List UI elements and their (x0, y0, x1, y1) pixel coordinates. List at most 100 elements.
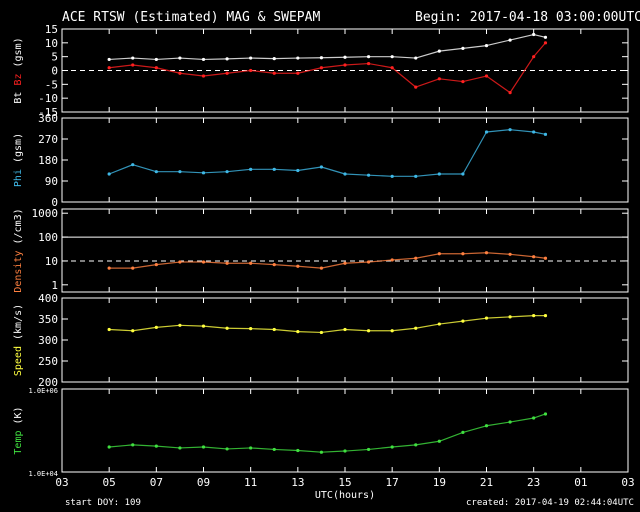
phi-segment (462, 131, 488, 175)
speed-segment (274, 328, 298, 333)
bt-segment (415, 50, 440, 59)
density-segment (156, 261, 180, 266)
temp-segment (533, 413, 546, 419)
density-segment (415, 253, 440, 259)
speed-segment (439, 320, 463, 325)
phi-segment (227, 168, 251, 173)
bz-segment (439, 78, 463, 83)
bz-segment (368, 62, 393, 69)
y-axis-label-part: Temp (13, 431, 24, 455)
x-tick-label: 01 (574, 476, 587, 489)
bz-segment (462, 75, 487, 83)
y-axis-label-part: (gsm) (13, 133, 24, 169)
density-segment (274, 264, 298, 267)
y-axis-label-density: Density (/cm3) (13, 208, 24, 292)
x-tick-label: 19 (433, 476, 446, 489)
start-doy: start DOY: 109 (65, 498, 141, 508)
x-tick-label: 03 (55, 476, 68, 489)
bt-segment (274, 57, 298, 60)
y-tick-label-speed: 200 (38, 376, 58, 389)
temp-segment (462, 425, 487, 433)
y-tick-label-density: 100 (38, 231, 58, 244)
temp-segment (179, 446, 204, 449)
speed-segment (203, 325, 228, 329)
speed-segment (462, 317, 487, 322)
bt-segment (392, 56, 416, 59)
phi-segment (415, 173, 440, 177)
y-tick-label-speed: 250 (38, 355, 58, 368)
phi-segment (274, 168, 298, 172)
temp-segment (297, 449, 322, 453)
y-axis-label-speed: Speed (km/s) (13, 304, 24, 376)
panel-frame-phi (61, 117, 629, 203)
temp-segment (344, 448, 369, 452)
bz-segment (321, 64, 346, 69)
y-tick-label-density: 10 (45, 255, 58, 268)
x-tick-label: 23 (527, 476, 540, 489)
bz-segment (132, 64, 157, 69)
bt-segment (509, 33, 534, 41)
begin-time: Begin: 2017-04-18 03:00:00UTC (415, 10, 640, 25)
bz-segment (109, 64, 133, 69)
phi-point (543, 132, 548, 136)
temp-segment (368, 446, 393, 451)
bt-segment (486, 39, 511, 47)
y-tick-label-mag: 10 (45, 37, 58, 50)
density-segment (510, 253, 534, 258)
density-segment (250, 262, 275, 266)
bt-segment (344, 56, 369, 58)
speed-point (543, 314, 548, 318)
temp-segment (439, 431, 464, 442)
bt-segment (156, 57, 180, 61)
speed-segment (156, 324, 180, 328)
bz-segment (156, 67, 181, 74)
y-tick-label-mag: 0 (51, 65, 58, 78)
bt-segment (533, 33, 546, 38)
phi-segment (486, 129, 511, 133)
y-axis-label-phi: Phi (gsm) (13, 133, 24, 187)
x-tick-label: 03 (621, 476, 634, 489)
temp-segment (321, 450, 346, 453)
temp-segment (132, 444, 157, 447)
speed-segment (321, 328, 346, 334)
bz-segment (179, 72, 204, 77)
phi-segment (179, 171, 204, 174)
speed-segment (510, 315, 534, 318)
y-tick-label-temp: 1.0E+06 (28, 387, 58, 395)
y-axis-label-part: Speed (13, 346, 24, 376)
y-axis-label-part: (K) (13, 406, 24, 430)
density-segment (203, 261, 228, 264)
density-segment (533, 256, 546, 259)
phi-segment (132, 164, 157, 173)
speed-segment (179, 324, 204, 327)
temp-segment (274, 448, 298, 452)
temp-segment (156, 445, 180, 449)
speed-segment (109, 328, 133, 332)
x-tick-label: 21 (480, 476, 493, 489)
y-axis-label-part: Bt (13, 92, 24, 104)
bz-segment (297, 67, 322, 74)
temp-segment (415, 440, 440, 446)
speed-segment (297, 331, 322, 334)
bt-segment (439, 47, 463, 52)
panel-frame-speed (61, 297, 629, 383)
x-tick-label: 05 (103, 476, 116, 489)
density-segment (297, 265, 322, 269)
phi-segment (297, 166, 322, 172)
temp-segment (250, 447, 275, 451)
bt-segment (179, 57, 204, 61)
bz-segment (533, 42, 546, 58)
bz-segment (250, 69, 275, 74)
speed-segment (486, 316, 511, 319)
x-tick-label: 15 (338, 476, 351, 489)
y-tick-label-density: 1000 (32, 207, 59, 220)
speed-segment (250, 328, 275, 331)
y-tick-label-phi: 270 (38, 133, 58, 146)
bt-segment (462, 45, 487, 49)
y-axis-label-part: Phi (13, 169, 24, 187)
phi-segment (203, 171, 228, 174)
x-tick-label: 13 (291, 476, 304, 489)
density-segment (462, 252, 487, 255)
y-tick-label-phi: 0 (51, 196, 58, 209)
y-tick-label-mag: 5 (51, 51, 58, 64)
